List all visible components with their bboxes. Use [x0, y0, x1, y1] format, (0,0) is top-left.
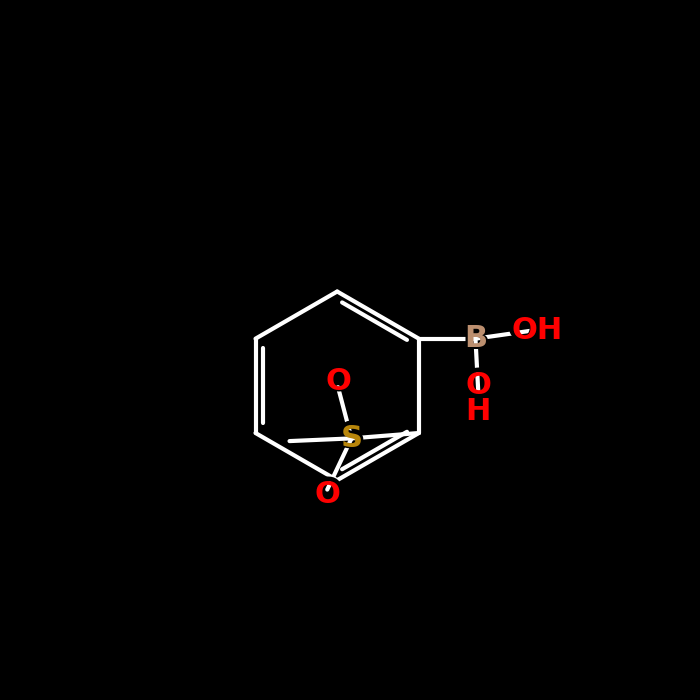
Text: B: B — [464, 324, 487, 354]
Text: O: O — [322, 364, 354, 400]
Text: B: B — [461, 321, 490, 357]
Text: S: S — [338, 421, 365, 456]
Text: O: O — [312, 477, 343, 513]
Text: S: S — [340, 424, 363, 453]
Text: OH: OH — [506, 313, 569, 349]
Text: O: O — [462, 368, 494, 404]
Text: H: H — [466, 397, 491, 426]
Text: OH: OH — [512, 316, 563, 345]
Text: O: O — [466, 371, 491, 400]
Text: H: H — [463, 393, 494, 429]
Text: O: O — [325, 368, 351, 396]
Text: O: O — [314, 480, 340, 510]
